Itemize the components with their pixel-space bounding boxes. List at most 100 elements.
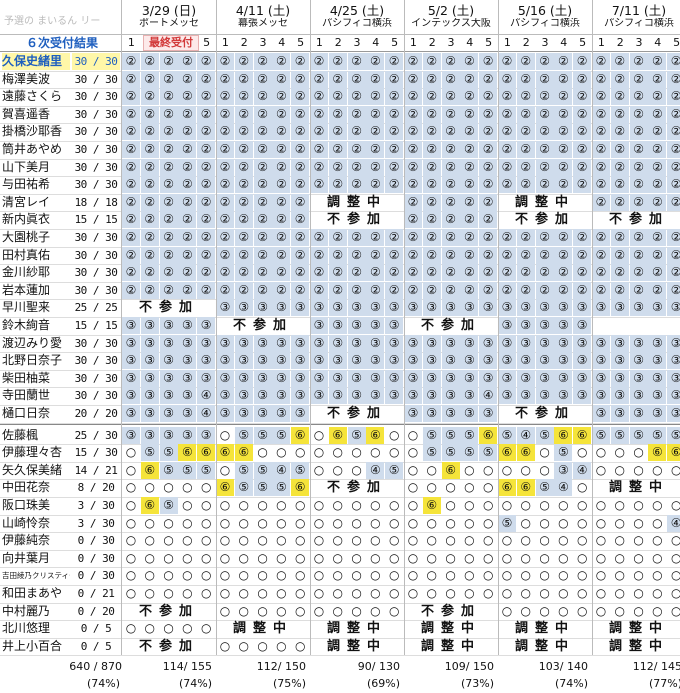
slot-cell: ③ [140,334,159,352]
slot-cell: ○ [558,515,569,530]
slot-cell: ○ [182,533,193,548]
slot-cell: ○ [426,533,438,548]
slot-cell: ○ [144,550,156,565]
slot-cell: ③ [197,334,216,352]
slot-cell: ② [310,158,328,176]
slot-cell: ② [573,105,592,123]
member-name: 樋口日奈 [2,406,51,420]
slot-cell: ② [159,229,178,246]
slot-cell: ○ [163,533,174,548]
member-quota: 0 / 5 [80,639,112,653]
slot-cell: ○ [501,533,513,548]
slot-cell: ③ [667,369,680,387]
member-name: 清宮レイ [2,194,51,209]
slot-cell: ② [610,141,629,158]
slot-cell: ○ [238,603,250,618]
row-divider [0,34,680,35]
slot-cell: ○ [125,462,137,477]
slot-cell: ○ [388,550,400,565]
member-quota: 15 / 15 [74,319,118,332]
slot-cell: ③ [629,369,648,387]
slot-cell: ○ [426,586,438,600]
slot-cell: ② [178,158,197,176]
slot-cell: ③ [516,387,535,405]
slot-cell: ② [122,176,140,194]
member-quota: 30 / 30 [74,248,118,262]
slot-cell: ② [422,88,441,106]
slot-cell: ○ [370,445,381,460]
slot-cell: ② [272,281,291,299]
status-message: 調整中 [326,638,387,654]
slot-cell: ○ [144,621,156,636]
slot-cell: ③ [592,387,610,405]
slot-cell: ○ [407,533,419,548]
slot-cell: ③ [159,405,178,422]
slot-cell: ○ [426,462,438,477]
column-divider [403,0,405,656]
slot-cell: ○ [520,533,532,548]
slot-cell: ○ [445,533,456,548]
slot-cell: ② [291,88,310,106]
member-quota: 25 / 30 [74,428,118,442]
slot-cell: ② [291,193,310,211]
slot-cell: ② [610,123,629,141]
slot-cell: ② [291,229,310,246]
slot-cell: ○ [313,533,325,548]
part-number: 2 [616,36,624,49]
slot-cell: ○ [219,550,231,565]
slot-cell: ○ [200,568,212,583]
slot-cell: ② [592,123,610,141]
slot-cell: ③ [498,299,516,317]
slot-cell: ② [479,105,498,123]
row-divider [0,655,680,657]
slot-cell: ○ [182,480,193,495]
slot-cell: ③ [422,299,441,317]
row-divider [0,497,680,498]
slot-cell: ○ [332,515,344,530]
row-divider [0,620,680,622]
slot-cell: ⑤ [441,426,460,444]
slot-cell: ② [422,158,441,176]
slot-cell: ③ [328,334,347,352]
slot-cell: ③ [629,334,648,352]
slot-cell: ⑥ [178,444,197,462]
slot-cell: ③ [554,387,573,405]
slot-cell: ② [460,53,479,70]
slot-cell: ○ [576,480,588,495]
slot-cell: ③ [159,369,178,387]
slot-cell: ③ [347,352,366,370]
slot-cell: ○ [163,568,174,583]
slot-cell: ○ [370,603,381,618]
slot-cell: ③ [479,352,498,370]
part-number: 1 [503,36,511,49]
slot-cell: ○ [125,533,137,548]
slot-cell: ② [573,123,592,141]
slot-cell: ② [592,141,610,158]
slot-cell: ○ [614,515,626,530]
slot-cell: ② [159,70,178,88]
slot-cell: ○ [614,533,626,548]
slot-cell: ○ [238,533,250,548]
slot-cell: ○ [257,568,268,583]
slot-cell: ② [460,229,479,246]
member-quota: 30 / 30 [74,283,118,297]
slot-cell: ③ [610,334,629,352]
member-name: 久保史緒里 [2,53,70,70]
slot-cell: ○ [614,445,626,460]
slot-cell: ② [122,193,140,211]
slot-cell: ② [253,229,272,246]
slot-cell: ○ [464,462,475,477]
slot-cell: ○ [501,462,513,477]
slot-cell: ○ [257,550,268,565]
slot-cell: ② [441,193,460,211]
slot-cell: ③ [310,299,328,317]
slot-cell: ② [479,158,498,176]
slot-cell: ③ [328,387,347,405]
member-quota: 3 / 30 [77,516,115,530]
slot-cell: ② [648,70,667,88]
slot-cell: ○ [219,498,231,512]
slot-cell: ③ [535,334,554,352]
slot-cell: ② [328,158,347,176]
slot-cell: ② [404,141,422,158]
results-heading: ６次受付結果 [25,36,98,50]
